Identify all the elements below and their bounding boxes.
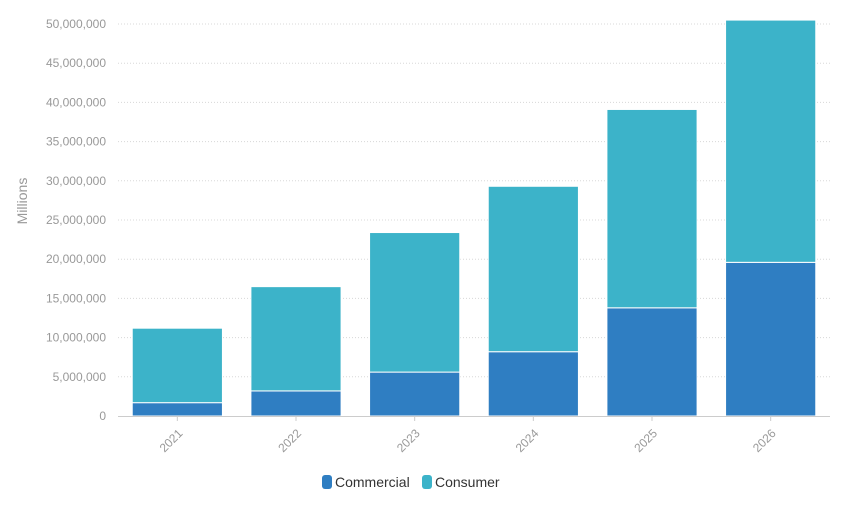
y-axis-label: Millions — [14, 178, 30, 225]
y-tick-label: 40,000,000 — [46, 95, 106, 109]
legend-label: Commercial — [335, 474, 410, 490]
legend-swatch — [322, 475, 332, 489]
y-tick-label: 15,000,000 — [46, 291, 106, 305]
bar-commercial-2021[interactable] — [131, 402, 223, 417]
y-tick-label: 45,000,000 — [46, 56, 106, 70]
legend-item-commercial[interactable]: Commercial — [322, 474, 410, 490]
bar-consumer-2021[interactable] — [131, 327, 223, 404]
y-tick-label: 10,000,000 — [46, 331, 106, 345]
x-tick-label: 2025 — [631, 426, 660, 455]
bar-consumer-2024[interactable] — [487, 185, 579, 353]
y-tick-label: 30,000,000 — [46, 174, 106, 188]
bar-commercial-2022[interactable] — [250, 390, 342, 417]
y-tick-label: 50,000,000 — [46, 17, 106, 31]
grid-lines — [118, 23, 830, 378]
y-tick-label: 0 — [99, 409, 106, 423]
bar-consumer-2026[interactable] — [725, 19, 817, 263]
x-tick-label: 2021 — [157, 426, 186, 455]
y-tick-label: 5,000,000 — [53, 370, 107, 384]
bar-commercial-2023[interactable] — [369, 371, 461, 417]
x-tick-label: 2023 — [394, 426, 423, 455]
x-tick-label: 2026 — [750, 426, 779, 455]
bars — [131, 19, 817, 417]
y-axis-ticks: 0 5,000,000 10,000,000 15,000,000 20,000,000… — [46, 17, 106, 423]
x-tick-label: 2024 — [513, 426, 542, 455]
y-tick-label: 35,000,000 — [46, 135, 106, 149]
bar-commercial-2024[interactable] — [487, 351, 579, 417]
bar-consumer-2022[interactable] — [250, 286, 342, 392]
legend-label: Consumer — [435, 474, 500, 490]
bar-commercial-2025[interactable] — [606, 307, 698, 417]
bar-consumer-2025[interactable] — [606, 108, 698, 309]
bar-consumer-2023[interactable] — [369, 232, 461, 373]
bar-commercial-2026[interactable] — [725, 261, 817, 417]
legend-item-consumer[interactable]: Consumer — [422, 474, 500, 490]
x-tick-label: 2022 — [275, 426, 304, 455]
y-tick-label: 20,000,000 — [46, 252, 106, 266]
legend: Commercial Consumer — [322, 474, 500, 490]
y-tick-label: 25,000,000 — [46, 213, 106, 227]
x-axis-ticks: 2021 2022 2023 2024 2025 2026 — [157, 416, 779, 455]
legend-swatch — [422, 475, 432, 489]
